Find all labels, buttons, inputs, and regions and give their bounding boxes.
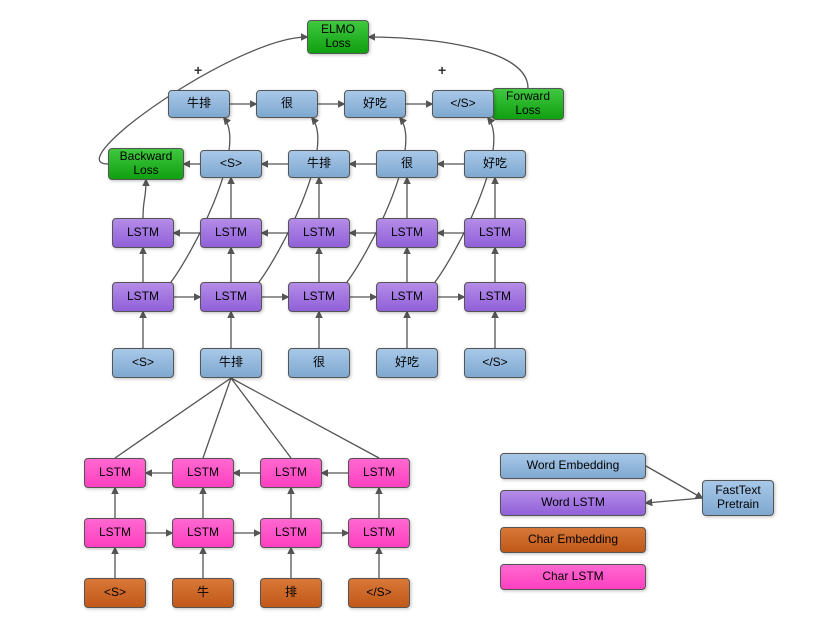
node-leg_cl: Char LSTM: [500, 564, 646, 590]
node-in0: <S>: [112, 348, 174, 378]
node-in2: 很: [288, 348, 350, 378]
node-bwd_loss: BackwardLoss: [108, 148, 184, 180]
node-o1: 很: [256, 90, 318, 118]
node-cL1_3: LSTM: [348, 518, 410, 548]
node-leg_we: Word Embedding: [500, 453, 646, 479]
node-leg_wl: Word LSTM: [500, 490, 646, 516]
node-b0: <S>: [200, 150, 262, 178]
node-leg_ce: Char Embedding: [500, 527, 646, 553]
node-c3: </S>: [348, 578, 410, 608]
node-L1_2: LSTM: [288, 282, 350, 312]
node-c1: 牛: [172, 578, 234, 608]
node-cL2_0: LSTM: [84, 458, 146, 488]
node-c0: <S>: [84, 578, 146, 608]
node-L1_1: LSTM: [200, 282, 262, 312]
node-cL2_2: LSTM: [260, 458, 322, 488]
node-L2_3: LSTM: [376, 218, 438, 248]
node-L1_3: LSTM: [376, 282, 438, 312]
node-in1: 牛排: [200, 348, 262, 378]
node-L2_1: LSTM: [200, 218, 262, 248]
plus-1: +: [438, 62, 446, 78]
node-o3: </S>: [432, 90, 494, 118]
node-cL2_1: LSTM: [172, 458, 234, 488]
node-elmo: ELMOLoss: [307, 20, 369, 54]
node-in3: 好吃: [376, 348, 438, 378]
node-b1: 牛排: [288, 150, 350, 178]
plus-0: +: [194, 62, 202, 78]
node-L1_0: LSTM: [112, 282, 174, 312]
node-c2: 排: [260, 578, 322, 608]
node-b2: 很: [376, 150, 438, 178]
node-cL2_3: LSTM: [348, 458, 410, 488]
node-b3: 好吃: [464, 150, 526, 178]
node-L1_4: LSTM: [464, 282, 526, 312]
node-L2_0: LSTM: [112, 218, 174, 248]
node-L2_4: LSTM: [464, 218, 526, 248]
node-o2: 好吃: [344, 90, 406, 118]
node-L2_2: LSTM: [288, 218, 350, 248]
node-o0: 牛排: [168, 90, 230, 118]
node-fwd_loss: ForwardLoss: [492, 88, 564, 120]
node-in4: </S>: [464, 348, 526, 378]
node-cL1_0: LSTM: [84, 518, 146, 548]
node-fasttext: FastTextPretrain: [702, 480, 774, 516]
node-cL1_2: LSTM: [260, 518, 322, 548]
node-cL1_1: LSTM: [172, 518, 234, 548]
